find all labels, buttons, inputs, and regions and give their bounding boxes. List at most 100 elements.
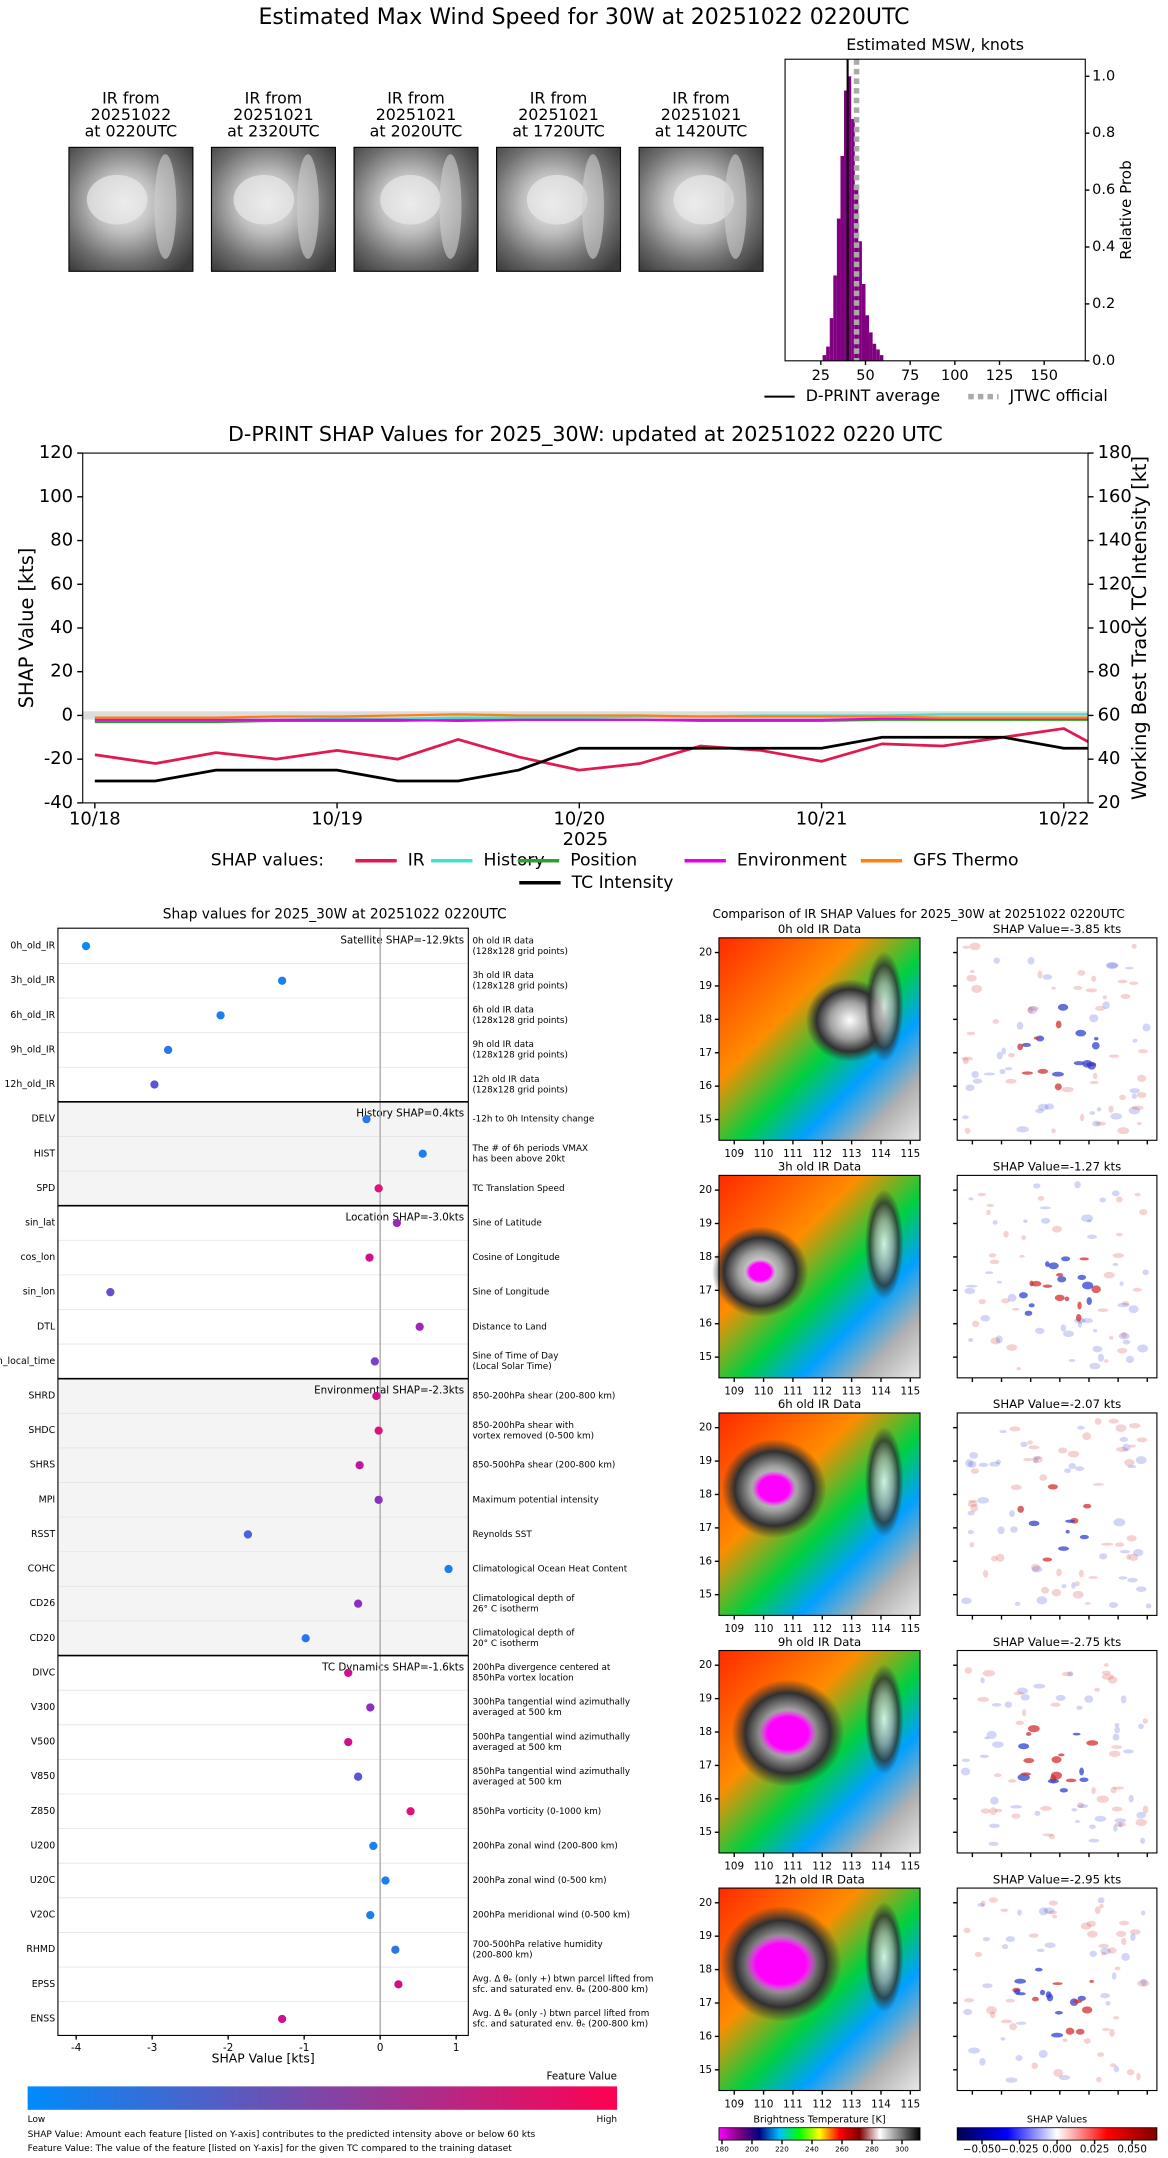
shap-speckle: [1079, 1534, 1089, 1540]
x-tick-label: 110: [754, 1861, 774, 1873]
shap-dot: [392, 1218, 402, 1228]
shap-speckle: [1103, 1271, 1115, 1279]
shap-dot: [374, 1184, 383, 1193]
y-tick-label: 0.4: [1092, 239, 1115, 255]
colorbar-tick-label: 260: [835, 2145, 849, 2154]
y-tick-label: 16: [699, 1318, 712, 1330]
shap-dot: [381, 1876, 390, 1885]
shap-speckle: [1015, 1720, 1024, 1726]
shap-speckle: [1042, 1833, 1054, 1837]
shap-speckle: [1113, 1518, 1126, 1527]
shap-speckle: [980, 1808, 991, 1814]
shap-speckle: [1114, 1723, 1120, 1728]
shap-speckle: [1116, 1196, 1123, 1203]
shap-speckle: [1015, 2021, 1027, 2025]
feature-name: DTL: [37, 1321, 56, 1332]
shap-speckle: [1054, 1083, 1062, 1091]
shap-dot: [301, 1634, 310, 1643]
x-tick-label: 109: [724, 1861, 744, 1873]
shap-speckle: [1078, 1569, 1084, 1578]
shap-speckle: [1118, 1576, 1128, 1580]
legend-label: D-PRINT average: [806, 386, 940, 405]
shap-speckle: [1107, 1676, 1118, 1684]
shap-speckle: [1031, 2062, 1038, 2070]
feature-description: 9h old IR data: [472, 1040, 534, 1050]
shap-speckle: [1128, 1553, 1139, 1561]
shap-speckle: [969, 1452, 979, 1459]
shap-speckle: [1074, 1820, 1080, 1823]
shap-speckle: [1037, 970, 1043, 979]
y-tick-label: 18: [699, 1726, 712, 1738]
feature-name: SHRD: [28, 1391, 55, 1402]
shap-speckle: [1122, 1339, 1131, 1345]
panel-title: 0h old IR Data: [778, 922, 861, 936]
bar: [869, 332, 873, 361]
ir-frame: [718, 1887, 921, 2092]
feature-description: 6h old IR data: [472, 1006, 534, 1016]
x-tick-label: 10/21: [796, 808, 848, 829]
shap-speckle: [1111, 1745, 1123, 1749]
feature-description: 850-200hPa shear with: [472, 1421, 573, 1431]
shap-speckle: [1080, 1922, 1092, 1930]
shap-speckle: [1028, 1445, 1040, 1450]
shap-speckle: [1068, 1463, 1077, 1470]
shap-speckle: [1099, 1197, 1106, 1203]
shap-speckle: [984, 1271, 994, 1275]
shap-speckle: [1047, 1778, 1060, 1784]
x-tick-label: 111: [783, 1861, 803, 1873]
bar: [844, 90, 848, 361]
shap-speckle: [1089, 1080, 1099, 1085]
shap-speckle: [995, 1459, 1001, 1465]
shap-speckle: [964, 1287, 976, 1295]
shap-speckle: [1042, 974, 1053, 980]
feature-description: 200hPa zonal wind (0-500 km): [472, 1876, 606, 1886]
shap-speckle: [1126, 1535, 1137, 1542]
feature-name: RHMD: [26, 1944, 55, 1955]
shap-speckle: [1094, 1687, 1101, 1692]
feature-description: (128x128 grid points): [472, 1051, 568, 1061]
y-axis-label: SHAP Value [kts]: [15, 548, 38, 708]
shap-speckle: [1113, 2016, 1120, 2020]
shap-speckle: [1017, 1909, 1022, 1916]
thumbnail-label: 20251021: [661, 105, 742, 124]
feature-description: 850hPa vortex location: [472, 1674, 573, 1684]
y-tick-label: 20: [699, 1897, 712, 1909]
feature-name: CD26: [30, 1598, 56, 1609]
footnote: SHAP Value: Amount each feature [listed …: [28, 2130, 536, 2140]
shap-speckle: [1051, 1588, 1062, 1597]
shap-speckle: [1128, 981, 1139, 985]
y-tick-label: 18: [699, 1013, 712, 1025]
shap-speckle: [1089, 1111, 1096, 1115]
shap-speckle: [1087, 1930, 1098, 1938]
cloud: [154, 154, 177, 259]
shap-speckle: [1001, 1047, 1007, 1055]
feature-name: EPSS: [32, 1979, 55, 1990]
shap-speckle: [1038, 2049, 1048, 2058]
shap-speckle: [1073, 1061, 1085, 1066]
shap-speckle: [980, 1677, 985, 1684]
panel-title: SHAP Value=-2.75 kts: [993, 1635, 1121, 1649]
chart-title: Estimated MSW, knots: [846, 35, 1024, 54]
shap-speckle: [1114, 1542, 1125, 1547]
thumbnail-label: at 2020UTC: [370, 122, 463, 141]
shap-speckle: [1074, 1181, 1081, 1189]
group-annotation: History SHAP=0.4kts: [356, 1108, 464, 1120]
shap-speckle: [1134, 1192, 1141, 1197]
shap-dot: [216, 1011, 225, 1020]
thumbnail-label: at 0220UTC: [85, 122, 178, 141]
shap-speckle: [1079, 1257, 1089, 1261]
colorbar-label: SHAP Values: [1027, 2114, 1087, 2125]
feature-description: (200-800 km): [472, 1950, 532, 1960]
shap-speckle: [1111, 1972, 1117, 1980]
shap-speckle: [970, 1468, 980, 1474]
x-tick-label: 111: [783, 1386, 803, 1398]
thumbnail-label: IR from: [672, 89, 730, 108]
shap-speckle: [1141, 1910, 1146, 1916]
footnote: Feature Value: The value of the feature …: [28, 2144, 513, 2154]
cloud: [724, 154, 747, 259]
shap-speckle: [1086, 1740, 1099, 1746]
shap-speckle: [1121, 1937, 1127, 1946]
shap-speckle: [990, 1796, 999, 1805]
group-background: [57, 1205, 469, 1379]
shap-speckle: [1062, 1330, 1075, 1337]
